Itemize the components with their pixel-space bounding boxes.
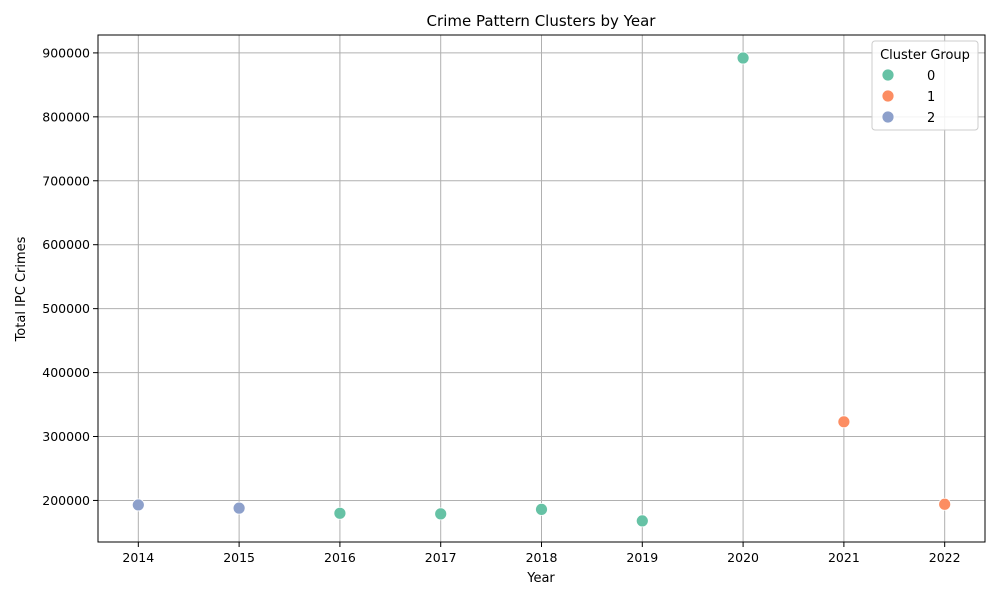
data-point-cluster-1 — [837, 415, 851, 429]
legend-marker — [881, 110, 895, 124]
data-point-cluster-2 — [232, 501, 246, 515]
y-tick-label: 200000 — [42, 493, 90, 508]
y-tick-label: 400000 — [42, 365, 90, 380]
y-tick-label: 700000 — [42, 173, 90, 188]
legend-box — [871, 40, 979, 131]
x-tick-label: 2017 — [425, 550, 457, 565]
data-points — [131, 51, 952, 528]
legend: Cluster Group 0 1 2 — [871, 40, 979, 131]
x-axis-title: Year — [526, 571, 555, 586]
x-tick-label: 2014 — [122, 550, 154, 565]
x-tick-label: 2016 — [324, 550, 356, 565]
y-tick-label: 500000 — [42, 301, 90, 316]
data-point-cluster-0 — [434, 507, 448, 521]
axis-ticks: 2014 2015 2016 2017 2018 2019 2020 2021 2022 2000… — [42, 45, 960, 565]
y-tick-label: 300000 — [42, 429, 90, 444]
legend-marker — [881, 68, 895, 82]
data-point-cluster-0 — [736, 51, 750, 65]
x-tick-label: 2022 — [929, 550, 961, 565]
data-point-cluster-2 — [131, 498, 145, 512]
legend-marker — [881, 89, 895, 103]
data-point-cluster-0 — [535, 502, 548, 516]
x-tick-label: 2020 — [727, 550, 759, 565]
y-tick-label: 800000 — [42, 109, 90, 124]
y-tick-label: 900000 — [42, 45, 90, 60]
x-tick-label: 2021 — [828, 550, 860, 565]
x-tick-label: 2018 — [526, 550, 558, 565]
data-point-cluster-0 — [635, 514, 649, 528]
legend-label: 0 — [927, 69, 935, 84]
x-tick-label: 2019 — [626, 550, 658, 565]
legend-label: 1 — [927, 90, 935, 105]
y-tick-label: 600000 — [42, 237, 90, 252]
data-point-cluster-0 — [333, 506, 347, 520]
data-point-cluster-1 — [938, 497, 952, 511]
grid-lines — [98, 35, 985, 542]
chart-title: Crime Pattern Clusters by Year — [427, 12, 657, 30]
legend-title: Cluster Group — [880, 48, 970, 63]
y-axis-title: Total IPC Crimes — [14, 236, 29, 342]
x-tick-label: 2015 — [223, 550, 255, 565]
legend-label: 2 — [927, 111, 935, 126]
legend-items: 0 1 2 — [881, 68, 935, 126]
